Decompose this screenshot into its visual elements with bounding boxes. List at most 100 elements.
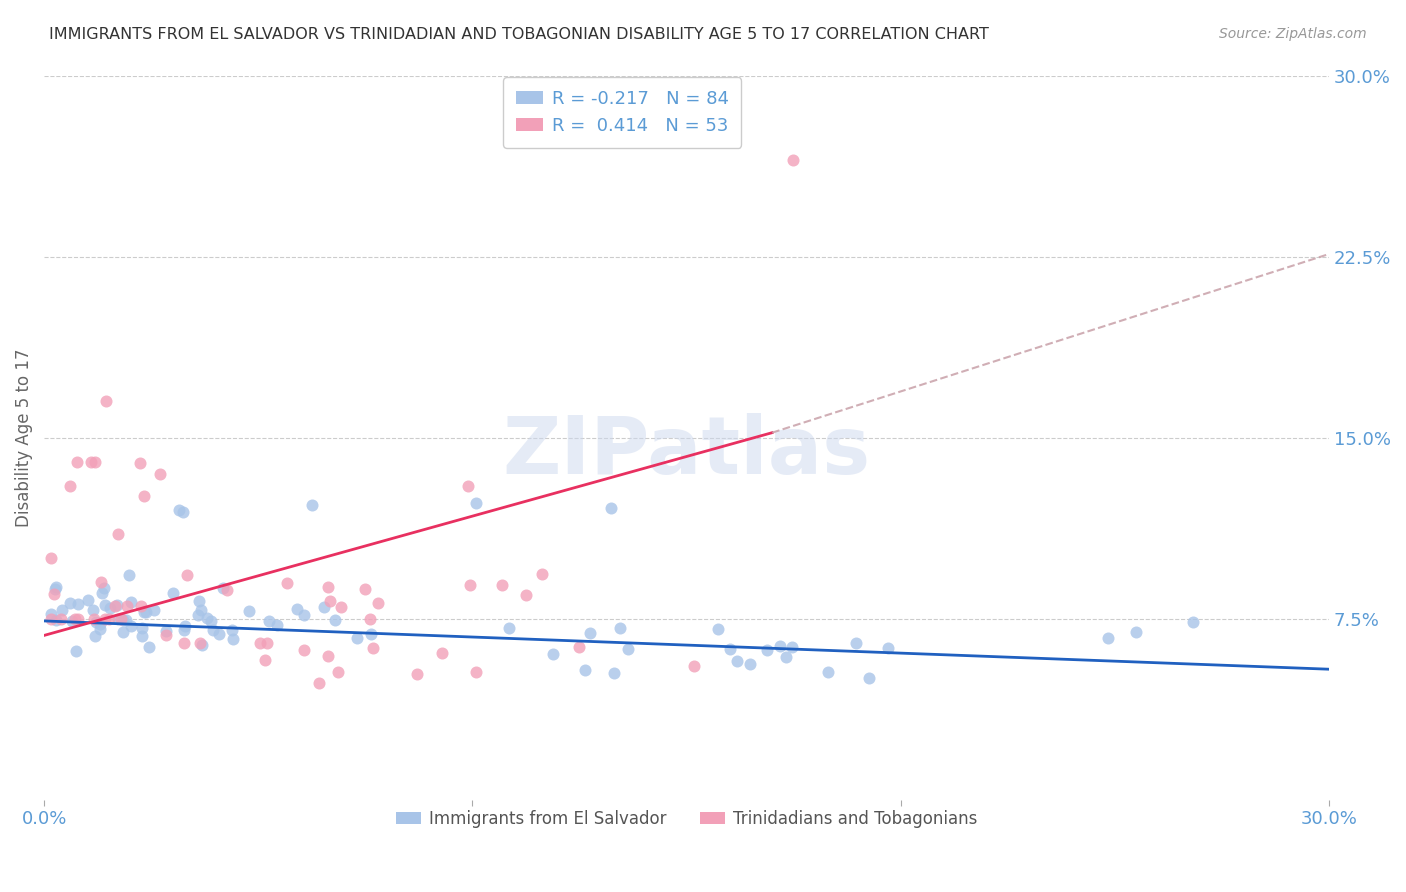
Point [174, 619, 197, 633]
Point [155, 624, 177, 638]
Point [725, 654, 748, 668]
Point [80, 455, 103, 469]
Point [600, 500, 623, 515]
Point [44, 582, 66, 596]
Point [755, 643, 778, 657]
Point [143, 603, 166, 617]
Point [76, 593, 98, 607]
Point [222, 632, 245, 646]
Y-axis label: Disability Age 5 to 17: Disability Age 5 to 17 [15, 348, 32, 527]
Point [465, 496, 488, 510]
Text: IMMIGRANTS FROM EL SALVADOR VS TRINIDADIAN AND TOBAGONIAN DISABILITY AGE 5 TO 17: IMMIGRANTS FROM EL SALVADOR VS TRINIDADI… [49, 27, 988, 42]
Point [208, 627, 231, 641]
Point [155, 628, 177, 642]
Point [319, 594, 342, 608]
Point [285, 602, 308, 616]
Point [111, 613, 134, 627]
Point [84, 455, 107, 469]
Point [323, 613, 346, 627]
Point [66, 455, 89, 469]
Point [98, 600, 121, 615]
Point [65, 644, 87, 658]
Point [301, 498, 323, 512]
Point [190, 603, 212, 617]
Point [316, 648, 339, 663]
Point [107, 527, 129, 541]
Point [1097, 632, 1119, 646]
Point [172, 505, 194, 519]
Point [491, 578, 513, 592]
Point [191, 638, 214, 652]
Point [135, 605, 157, 619]
Point [42, 587, 65, 601]
Point [845, 636, 868, 650]
Point [83, 628, 105, 642]
Point [253, 652, 276, 666]
Point [63, 611, 86, 625]
Point [212, 581, 235, 595]
Point [405, 667, 427, 681]
Point [59, 596, 82, 610]
Point [131, 621, 153, 635]
Point [215, 582, 238, 597]
Point [39, 551, 62, 566]
Point [94, 394, 117, 409]
Point [312, 599, 335, 614]
Point [346, 632, 368, 646]
Point [683, 659, 706, 673]
Point [238, 604, 260, 618]
Point [530, 566, 553, 581]
Point [617, 642, 640, 657]
Point [221, 623, 243, 637]
Point [86, 615, 108, 629]
Point [430, 646, 453, 660]
Point [132, 605, 155, 619]
Point [574, 663, 596, 677]
Point [1182, 615, 1205, 629]
Point [188, 635, 211, 649]
Point [51, 603, 73, 617]
Point [718, 642, 741, 657]
Point [359, 611, 381, 625]
Point [316, 580, 339, 594]
Point [354, 582, 377, 597]
Point [195, 611, 218, 625]
Point [259, 614, 281, 628]
Text: Source: ZipAtlas.com: Source: ZipAtlas.com [1219, 27, 1367, 41]
Point [112, 624, 135, 639]
Text: ZIPatlas: ZIPatlas [502, 413, 870, 491]
Point [89, 622, 111, 636]
Point [858, 672, 880, 686]
Point [187, 594, 209, 608]
Point [266, 618, 288, 632]
Point [45, 614, 67, 628]
Point [200, 614, 222, 628]
Point [173, 623, 195, 637]
Point [740, 657, 762, 671]
Point [117, 568, 139, 582]
Point [176, 568, 198, 582]
Point [360, 627, 382, 641]
Point [107, 612, 129, 626]
Point [775, 649, 797, 664]
Point [541, 647, 564, 661]
Point [45, 580, 67, 594]
Point [249, 635, 271, 649]
Point [167, 503, 190, 517]
Point [292, 608, 315, 623]
Point [131, 629, 153, 643]
Point [609, 621, 631, 635]
Point [82, 602, 104, 616]
Point [120, 595, 142, 609]
Point [105, 599, 128, 613]
Point [39, 607, 62, 621]
Point [104, 599, 127, 614]
Point [129, 599, 152, 614]
Point [568, 640, 591, 654]
Point [67, 611, 90, 625]
Point [120, 618, 142, 632]
Point [498, 621, 520, 635]
Point [256, 635, 278, 649]
Legend: Immigrants from El Salvador, Trinidadians and Tobagonians: Immigrants from El Salvador, Trinidadian… [389, 804, 984, 835]
Point [308, 676, 330, 690]
